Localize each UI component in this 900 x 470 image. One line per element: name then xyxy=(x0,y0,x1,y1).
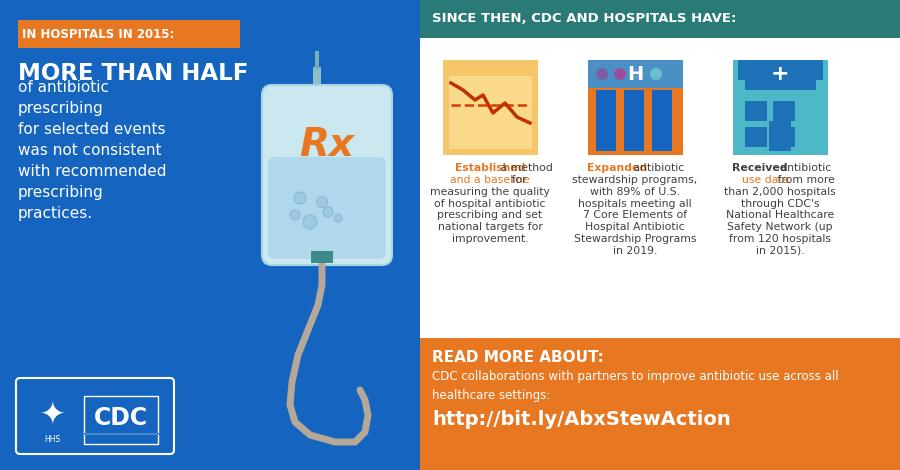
Bar xyxy=(738,60,823,80)
Text: than 2,000 hospitals: than 2,000 hospitals xyxy=(724,187,836,197)
Bar xyxy=(769,121,791,151)
Text: and a baseline: and a baseline xyxy=(450,175,530,185)
Bar xyxy=(84,396,158,444)
Text: hospitals meeting all: hospitals meeting all xyxy=(578,198,692,209)
Circle shape xyxy=(632,68,644,80)
Text: http://bit.ly/AbxStewAction: http://bit.ly/AbxStewAction xyxy=(432,410,731,429)
Bar xyxy=(745,101,767,121)
Text: Stewardship Programs: Stewardship Programs xyxy=(574,234,697,244)
Text: of antibiotic: of antibiotic xyxy=(18,80,109,95)
Text: H: H xyxy=(627,64,644,84)
Circle shape xyxy=(334,214,342,222)
Bar xyxy=(733,60,828,155)
Text: with recommended: with recommended xyxy=(18,164,166,179)
Bar xyxy=(624,90,644,151)
Text: with 89% of U.S.: with 89% of U.S. xyxy=(590,187,680,197)
Circle shape xyxy=(303,215,317,229)
Text: prescribing and set: prescribing and set xyxy=(437,211,543,220)
Text: measuring the quality: measuring the quality xyxy=(430,187,550,197)
Text: a method: a method xyxy=(497,163,553,173)
Circle shape xyxy=(317,196,328,207)
Text: antibiotic: antibiotic xyxy=(777,163,831,173)
Text: CDC: CDC xyxy=(94,406,148,430)
Text: +: + xyxy=(770,64,789,84)
Text: from more: from more xyxy=(774,175,834,185)
Bar xyxy=(0,0,420,470)
Bar xyxy=(420,0,900,38)
Bar xyxy=(596,90,616,151)
Circle shape xyxy=(596,68,608,80)
Text: Expanded: Expanded xyxy=(587,163,647,173)
Circle shape xyxy=(290,210,300,220)
Bar xyxy=(420,0,900,470)
Text: from 120 hospitals: from 120 hospitals xyxy=(729,234,831,244)
Bar xyxy=(313,67,321,95)
Text: through CDC's: through CDC's xyxy=(741,198,819,209)
Text: for: for xyxy=(508,175,526,185)
Bar xyxy=(449,76,532,149)
Text: IN HOSPITALS IN 2015:: IN HOSPITALS IN 2015: xyxy=(22,28,175,40)
Text: 7 Core Elements of: 7 Core Elements of xyxy=(583,211,687,220)
Bar xyxy=(652,90,672,151)
Bar xyxy=(745,78,816,90)
Text: use data: use data xyxy=(742,175,789,185)
Bar xyxy=(588,60,683,88)
Text: of hospital antibiotic: of hospital antibiotic xyxy=(434,198,545,209)
Bar xyxy=(773,127,795,147)
Text: National Healthcare: National Healthcare xyxy=(726,211,834,220)
Circle shape xyxy=(768,62,792,86)
Circle shape xyxy=(323,207,333,217)
Circle shape xyxy=(650,68,662,80)
Circle shape xyxy=(614,68,626,80)
Text: HHS: HHS xyxy=(44,436,60,445)
Text: prescribing: prescribing xyxy=(18,101,104,116)
Text: for selected events: for selected events xyxy=(18,122,166,137)
Bar xyxy=(311,251,333,263)
Text: Received: Received xyxy=(733,163,788,173)
FancyBboxPatch shape xyxy=(268,157,386,259)
Text: national targets for: national targets for xyxy=(437,222,543,232)
Text: READ MORE ABOUT:: READ MORE ABOUT: xyxy=(432,350,604,365)
Circle shape xyxy=(294,192,306,204)
Text: in 2015).: in 2015). xyxy=(756,246,805,256)
Text: practices.: practices. xyxy=(18,206,93,221)
Text: SINCE THEN, CDC AND HOSPITALS HAVE:: SINCE THEN, CDC AND HOSPITALS HAVE: xyxy=(432,13,736,25)
Text: CDC collaborations with partners to improve antibiotic use across all
healthcare: CDC collaborations with partners to impr… xyxy=(432,370,839,401)
Text: prescribing: prescribing xyxy=(18,185,104,200)
Text: Safety Network (up: Safety Network (up xyxy=(727,222,832,232)
Text: was not consistent: was not consistent xyxy=(18,143,161,158)
Text: improvement.: improvement. xyxy=(452,234,528,244)
Text: stewardship programs,: stewardship programs, xyxy=(572,175,698,185)
Text: Established: Established xyxy=(454,163,526,173)
Bar xyxy=(315,51,319,69)
Bar xyxy=(420,338,900,470)
FancyBboxPatch shape xyxy=(262,85,392,265)
Text: MORE THAN HALF: MORE THAN HALF xyxy=(18,62,248,85)
Bar xyxy=(443,60,538,155)
Bar xyxy=(773,101,795,121)
Text: in 2019.: in 2019. xyxy=(613,246,657,256)
Bar xyxy=(745,127,767,147)
Bar xyxy=(588,60,683,155)
Text: antibiotic: antibiotic xyxy=(630,163,684,173)
Text: Rx: Rx xyxy=(300,126,355,164)
Text: Hospital Antibiotic: Hospital Antibiotic xyxy=(585,222,685,232)
Bar xyxy=(18,20,240,48)
Text: ✦: ✦ xyxy=(40,400,65,430)
